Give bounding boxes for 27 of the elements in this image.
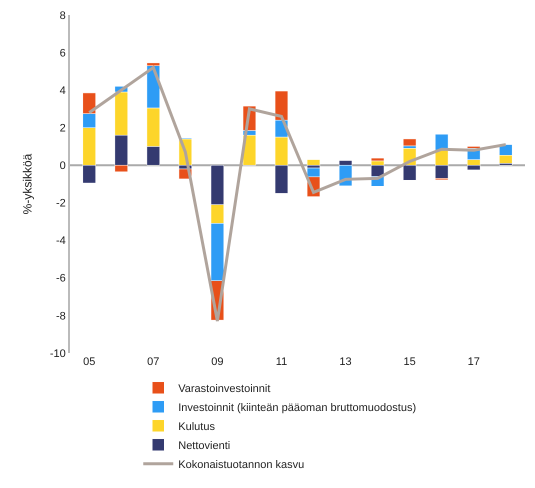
y-tick-label: -4 xyxy=(56,235,66,248)
x-tick-label: 15 xyxy=(404,356,416,368)
legend-label: Varastoinvestoinnit xyxy=(178,383,270,396)
y-tick-label: 4 xyxy=(60,84,66,97)
x-tick-label: 17 xyxy=(468,356,480,368)
legend-label: Nettovienti xyxy=(178,440,230,452)
x-tick-label: 11 xyxy=(276,356,288,368)
y-tick-label: 8 xyxy=(60,10,66,22)
y-axis-title: %-yksikköä xyxy=(20,153,35,214)
bar xyxy=(306,159,320,166)
legend-label: Kokonaistuotannon kasvu xyxy=(178,459,304,472)
line-series xyxy=(88,66,508,323)
legend-label: Investoinnit (kiinteän pääoman bruttomuodostus) xyxy=(178,402,416,414)
y-tick-label: -6 xyxy=(56,272,66,285)
legend-label: Kulutus xyxy=(178,421,216,434)
y-tick-label: 2 xyxy=(60,122,66,135)
bar xyxy=(370,158,384,162)
y-tick-label: -8 xyxy=(56,310,66,322)
x-tick-label: 05 xyxy=(83,356,96,368)
x-tick-label: 07 xyxy=(147,356,160,368)
x-tick-label: 13 xyxy=(339,356,352,368)
y-tick-label: -2 xyxy=(56,198,66,210)
x-tick-label: 09 xyxy=(211,356,224,368)
bar xyxy=(402,138,416,146)
y-tick-label: -10 xyxy=(50,348,66,360)
y-tick-label: 6 xyxy=(60,47,66,60)
y-tick-label: 0 xyxy=(60,160,66,172)
